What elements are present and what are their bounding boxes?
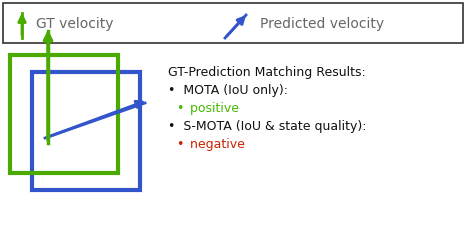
- Bar: [32, 72, 140, 190]
- Text: positive: positive: [186, 102, 239, 115]
- Text: Predicted velocity: Predicted velocity: [260, 17, 384, 31]
- Text: GT-Prediction Matching Results:: GT-Prediction Matching Results:: [168, 66, 366, 79]
- Text: negative: negative: [186, 138, 245, 151]
- Bar: [10, 55, 118, 173]
- Bar: [3, 3, 463, 43]
- Text: •  MOTA (IoU only):: • MOTA (IoU only):: [168, 84, 288, 97]
- Text: •  S-MOTA (IoU & state quality):: • S-MOTA (IoU & state quality):: [168, 120, 366, 133]
- Text: GT velocity: GT velocity: [36, 17, 114, 31]
- Text: •: •: [176, 102, 184, 115]
- Text: •: •: [176, 138, 184, 151]
